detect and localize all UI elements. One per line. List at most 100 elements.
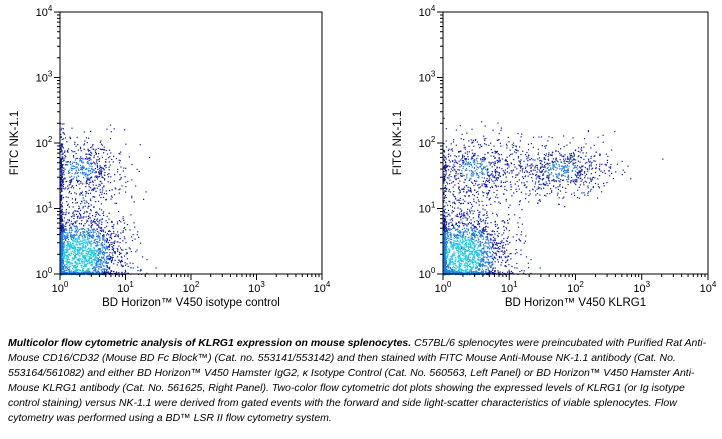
- event-dot: [98, 173, 100, 175]
- event-dot: [104, 246, 106, 248]
- event-dot: [85, 200, 87, 202]
- event-dot: [470, 244, 472, 246]
- event-dot: [465, 217, 467, 219]
- event-dot: [98, 248, 101, 250]
- event-dot: [108, 230, 110, 232]
- event-dot: [482, 237, 485, 239]
- event-dot: [71, 247, 73, 249]
- event-dot: [93, 157, 95, 159]
- event-dot: [62, 259, 64, 261]
- event-dot: [87, 149, 89, 151]
- event-dot: [88, 215, 90, 217]
- event-dot: [104, 165, 106, 167]
- event-dot: [89, 179, 91, 181]
- event-dot: [77, 217, 79, 219]
- event-dot: [109, 272, 111, 274]
- event-dot: [118, 245, 120, 247]
- event-dot: [74, 247, 76, 249]
- event-dot: [444, 208, 446, 210]
- event-dot: [468, 246, 470, 249]
- event-dot: [60, 237, 62, 239]
- event-dot: [109, 164, 111, 166]
- event-dot: [454, 256, 456, 258]
- event-dot: [103, 234, 105, 236]
- event-dot: [101, 170, 103, 172]
- event-dot: [461, 221, 463, 223]
- event-dot: [62, 255, 64, 257]
- event-dot: [83, 224, 85, 226]
- event-dot: [67, 268, 69, 271]
- event-dot: [473, 245, 475, 247]
- event-dot: [65, 267, 67, 269]
- event-dot: [87, 220, 89, 222]
- event-dot: [84, 223, 86, 225]
- event-dot: [77, 254, 79, 256]
- event-dot: [73, 234, 75, 236]
- event-dot: [482, 259, 484, 261]
- event-dot: [71, 150, 73, 152]
- event-dot: [120, 252, 122, 255]
- event-dot: [80, 223, 82, 225]
- event-dot: [70, 271, 72, 273]
- event-dot: [77, 164, 80, 166]
- dot-plots-area: 100 100 101 101 102 102 103 103 104 104 BD Horizon…: [9, 4, 717, 309]
- event-dot: [491, 242, 493, 244]
- event-dot: [97, 236, 99, 238]
- event-dot: [96, 272, 99, 274]
- event-dot: [490, 238, 492, 240]
- event-dot: [501, 250, 503, 252]
- event-dot: [75, 163, 77, 165]
- event-dot: [93, 266, 95, 268]
- event-dot: [508, 214, 510, 216]
- event-dot: [107, 242, 109, 244]
- event-dot: [92, 196, 94, 198]
- event-dot: [145, 191, 147, 193]
- event-dot: [124, 264, 127, 266]
- event-dot: [447, 246, 449, 248]
- event-dot: [495, 247, 497, 249]
- event-dot: [106, 225, 108, 227]
- event-dot: [75, 145, 77, 147]
- event-dot: [61, 214, 63, 216]
- event-dot: [60, 238, 62, 240]
- event-dot: [66, 255, 68, 257]
- event-dot: [77, 163, 79, 165]
- event-dot: [102, 196, 105, 198]
- event-dot: [90, 221, 92, 223]
- event-dot: [452, 248, 454, 250]
- population-1: [443, 166, 541, 276]
- event-dot: [486, 256, 488, 258]
- event-dot: [82, 161, 84, 163]
- event-dot: [93, 242, 95, 244]
- event-dot: [65, 209, 67, 211]
- event-dot: [489, 241, 491, 243]
- event-dot: [84, 249, 86, 251]
- event-dot: [60, 144, 62, 146]
- event-dot: [64, 265, 66, 267]
- event-dot: [465, 254, 467, 256]
- event-dot: [81, 265, 83, 267]
- event-dot: [80, 246, 82, 248]
- event-dot: [60, 259, 62, 262]
- event-dot: [495, 252, 497, 254]
- event-dot: [448, 237, 450, 239]
- event-dot: [477, 253, 479, 255]
- event-dot: [84, 247, 86, 249]
- event-dot: [60, 270, 62, 272]
- event-dot: [81, 257, 83, 259]
- event-dot: [62, 261, 64, 263]
- event-dot: [95, 255, 97, 257]
- event-dot: [92, 215, 94, 217]
- event-dot: [447, 214, 449, 216]
- event-dot: [98, 235, 101, 237]
- event-dot: [457, 249, 459, 251]
- event-dot: [80, 248, 82, 250]
- event-dot: [60, 182, 62, 184]
- event-dot: [132, 262, 134, 265]
- event-dot: [120, 221, 122, 223]
- event-dot: [88, 234, 90, 236]
- event-dot: [108, 257, 110, 259]
- event-dot: [507, 255, 509, 257]
- event-dot: [73, 213, 75, 216]
- event-dot: [86, 233, 88, 235]
